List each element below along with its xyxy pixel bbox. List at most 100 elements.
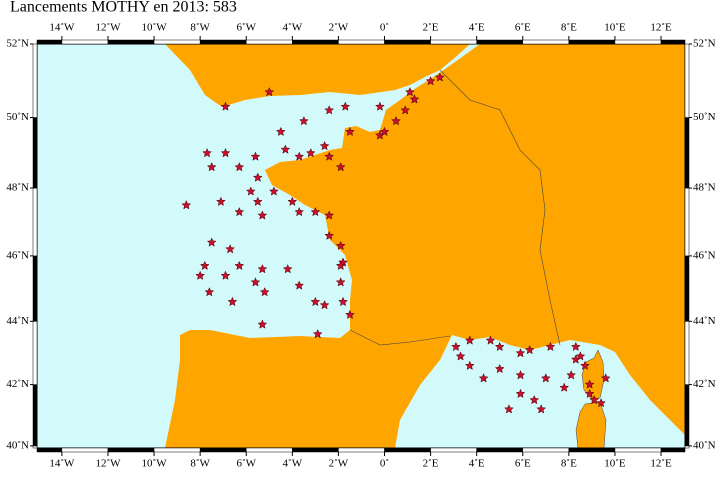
frame-bar — [245, 447, 293, 453]
sea — [37, 44, 685, 448]
launch-marker — [204, 287, 215, 297]
frame-bar — [32, 445, 38, 449]
launch-marker — [259, 287, 270, 297]
launch-marker — [345, 126, 355, 137]
border — [439, 69, 561, 346]
launch-marker — [580, 360, 590, 371]
frame-bar — [107, 447, 155, 453]
launch-marker — [275, 126, 286, 137]
launch-marker — [524, 344, 535, 355]
lon-label: 10˚E — [604, 22, 626, 34]
lon-label: 12˚E — [650, 22, 672, 34]
lat-label: 52˚N — [6, 38, 29, 50]
frame-bar — [684, 117, 690, 189]
launch-marker — [206, 162, 217, 172]
frame-bar — [430, 447, 477, 453]
launch-marker — [220, 101, 231, 111]
frame-bar — [61, 39, 109, 45]
lon-label: 6˚W — [236, 458, 256, 470]
launch-marker — [181, 200, 192, 210]
frame-bar — [36, 447, 63, 453]
atlantic — [37, 44, 480, 448]
frame-bar — [32, 43, 38, 118]
frame-bar — [32, 187, 38, 257]
lon-label: 6˚E — [515, 458, 531, 470]
launch-marker — [494, 363, 505, 374]
frame-bar — [522, 447, 570, 453]
frame-bar — [199, 447, 247, 453]
launch-marker — [245, 186, 256, 196]
frame-bar — [684, 255, 690, 322]
launch-marker — [596, 398, 607, 408]
lon-label: 14˚W — [49, 22, 75, 34]
launch-marker — [220, 270, 231, 280]
launch-marker — [324, 210, 335, 220]
borders — [349, 69, 561, 346]
launch-marker — [294, 151, 305, 161]
lon-label: 12˚E — [650, 458, 672, 470]
map-title: Lancements MOTHY en 2013: 583 — [10, 0, 237, 16]
launch-marker — [257, 264, 268, 274]
frame-bar — [568, 39, 616, 45]
frame-bar — [660, 39, 686, 45]
lat-label: 46˚N — [6, 249, 29, 261]
launch-marker — [451, 341, 461, 352]
launch-marker — [515, 348, 526, 358]
launch-marker — [215, 196, 226, 207]
launch-marker — [312, 328, 323, 339]
launch-marker — [529, 394, 540, 405]
launch-marker — [234, 206, 245, 217]
launch-marker — [515, 370, 526, 380]
frame-bar — [660, 447, 686, 453]
launch-marker — [250, 151, 261, 161]
launch-marker — [257, 210, 268, 220]
lon-label: 10˚E — [604, 458, 626, 470]
launch-marker — [335, 277, 346, 287]
frame-bar — [684, 321, 690, 385]
launch-marker — [409, 94, 420, 104]
launch-marker — [305, 147, 316, 158]
lat-label: 52˚N — [693, 38, 716, 50]
frame-bar — [476, 39, 524, 45]
frame-bar — [153, 447, 201, 453]
launch-marker — [199, 260, 210, 271]
launch-marker — [345, 309, 355, 320]
lon-label: 12˚W — [95, 22, 121, 34]
launch-marker — [478, 373, 489, 383]
frame-bar — [32, 117, 38, 189]
launch-marker — [268, 186, 279, 196]
launch-marker — [540, 373, 551, 383]
frame-bar — [153, 39, 201, 45]
frame-bar — [384, 39, 431, 45]
launch-marker — [225, 244, 236, 254]
lat-label: 46˚N — [693, 249, 716, 261]
launch-marker — [335, 260, 346, 271]
launch-marker — [206, 237, 217, 247]
launch-marker — [464, 360, 475, 371]
frame-bar — [107, 39, 155, 45]
lat-label: 50˚N — [6, 111, 29, 123]
lon-label: 2˚W — [329, 458, 349, 470]
lat-label: 40˚N — [6, 439, 29, 451]
launch-marker — [335, 240, 346, 251]
launch-marker — [584, 388, 595, 399]
lon-label: 8˚W — [190, 22, 210, 34]
launch-marker — [379, 126, 390, 137]
launch-marker — [310, 206, 321, 217]
frame-bar — [245, 39, 293, 45]
launch-marker — [319, 300, 330, 310]
launch-marker — [600, 373, 611, 383]
lon-label: 4˚E — [469, 22, 485, 34]
launch-marker — [485, 335, 496, 345]
lon-label: 8˚W — [190, 458, 210, 470]
lon-label: 6˚E — [515, 22, 531, 34]
launch-marker — [298, 115, 309, 126]
launch-marker — [545, 341, 556, 352]
launch-marker — [504, 404, 514, 414]
launch-marker — [257, 319, 268, 329]
launch-marker — [227, 296, 238, 307]
launch-marker — [324, 230, 335, 240]
launch-marker — [282, 264, 293, 274]
